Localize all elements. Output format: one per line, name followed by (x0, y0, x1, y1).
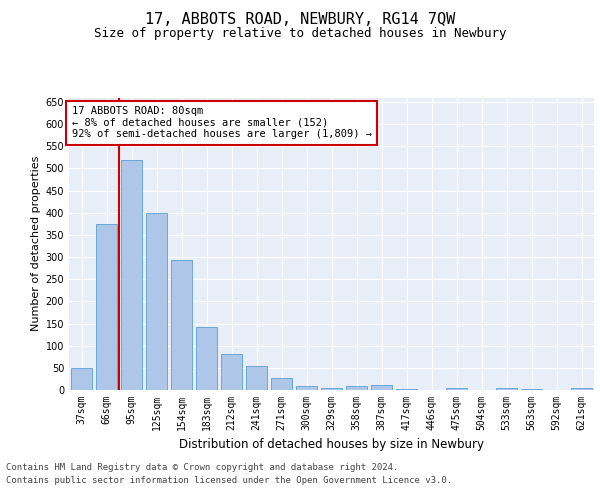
Bar (321, 388, 342, 390)
Bar (171, 260, 192, 390)
Y-axis label: Number of detached properties: Number of detached properties (31, 156, 41, 332)
Text: Size of property relative to detached houses in Newbury: Size of property relative to detached ho… (94, 28, 506, 40)
Text: Contains HM Land Registry data © Crown copyright and database right 2024.: Contains HM Land Registry data © Crown c… (6, 462, 398, 471)
Bar (521, 389, 542, 390)
Text: Contains public sector information licensed under the Open Government Licence v3: Contains public sector information licen… (6, 476, 452, 485)
Bar (221, 354, 242, 390)
Bar (446, 388, 467, 390)
Bar (96, 224, 117, 390)
Bar (571, 388, 592, 390)
Text: 17 ABBOTS ROAD: 80sqm
← 8% of detached houses are smaller (152)
92% of semi-deta: 17 ABBOTS ROAD: 80sqm ← 8% of detached h… (71, 106, 371, 140)
Bar (296, 386, 317, 390)
Bar (196, 326, 217, 390)
Bar (496, 388, 517, 390)
Bar (346, 386, 367, 390)
Bar (246, 366, 267, 390)
Bar (121, 160, 142, 390)
Text: 17, ABBOTS ROAD, NEWBURY, RG14 7QW: 17, ABBOTS ROAD, NEWBURY, RG14 7QW (145, 12, 455, 28)
Bar (146, 212, 167, 390)
X-axis label: Distribution of detached houses by size in Newbury: Distribution of detached houses by size … (179, 438, 484, 452)
Bar (396, 389, 417, 390)
Bar (71, 368, 92, 390)
Bar (271, 378, 292, 390)
Bar (371, 384, 392, 390)
